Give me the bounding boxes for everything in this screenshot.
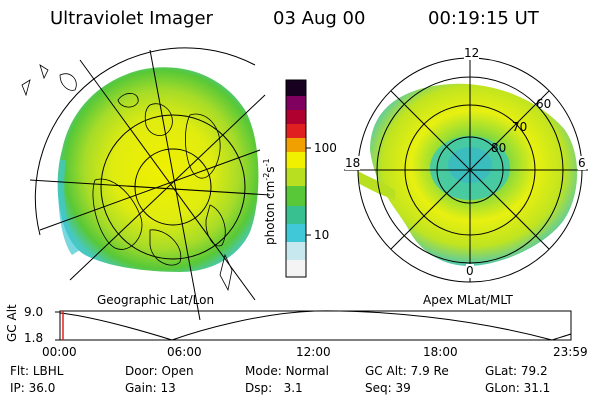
date-label: 03 Aug 00 (273, 8, 366, 29)
gain-info: Gain: 13 (125, 381, 176, 395)
right-grid (344, 57, 588, 283)
altitude-ymin: 1.8 (24, 331, 44, 345)
colorbar-tick-100: 100 (314, 141, 337, 155)
mlat-60-label: 60 (536, 97, 552, 111)
left-grid (29, 47, 271, 321)
seq-info: Seq: 39 (365, 381, 411, 395)
filter-info: Flt: LBHL (10, 364, 64, 378)
xtick-2359: 23:59 (553, 345, 588, 359)
dsp-info: Dsp: 3.1 (245, 381, 303, 395)
altitude-plot (55, 310, 572, 341)
magnetic-map (344, 57, 588, 283)
altitude-curve (59, 310, 572, 341)
mode-info: Mode: Normal (245, 364, 329, 378)
mlt-6-label: 6 (578, 156, 586, 170)
colorbar-tick-10: 10 (314, 228, 330, 242)
glon-info: GLon: 31.1 (485, 381, 551, 395)
colorbar-unit-label: photon cm-2s-1 (262, 158, 277, 245)
altitude-ylabel: GC Alt (5, 304, 19, 342)
left-aurora-image (57, 67, 259, 272)
gcalt-info: GC Alt: 7.9 Re (365, 364, 449, 378)
xtick-0600: 06:00 (167, 345, 202, 359)
mlt-12-label: 12 (464, 46, 480, 60)
coastlines (21, 64, 233, 292)
colorbar (285, 79, 311, 278)
door-info: Door: Open (125, 364, 194, 378)
mlt-18-label: 18 (345, 156, 361, 170)
xtick-1200: 12:00 (296, 345, 331, 359)
altitude-ymax: 9.0 (24, 305, 44, 319)
ip-info: IP: 36.0 (10, 381, 56, 395)
mlat-70-label: 70 (512, 120, 528, 134)
right-map-caption: Apex MLat/MLT (423, 293, 513, 307)
instrument-title: Ultraviolet Imager (50, 8, 213, 29)
glat-info: GLat: 79.2 (485, 364, 548, 378)
xtick-1800: 18:00 (423, 345, 458, 359)
left-map-caption: Geographic Lat/Lon (97, 293, 215, 307)
mlat-80-label: 80 (491, 141, 507, 155)
time-label: 00:19:15 UT (428, 8, 539, 29)
mlt-0-label: 0 (466, 264, 474, 278)
xtick-0000: 00:00 (42, 345, 77, 359)
geographic-map (21, 47, 271, 321)
